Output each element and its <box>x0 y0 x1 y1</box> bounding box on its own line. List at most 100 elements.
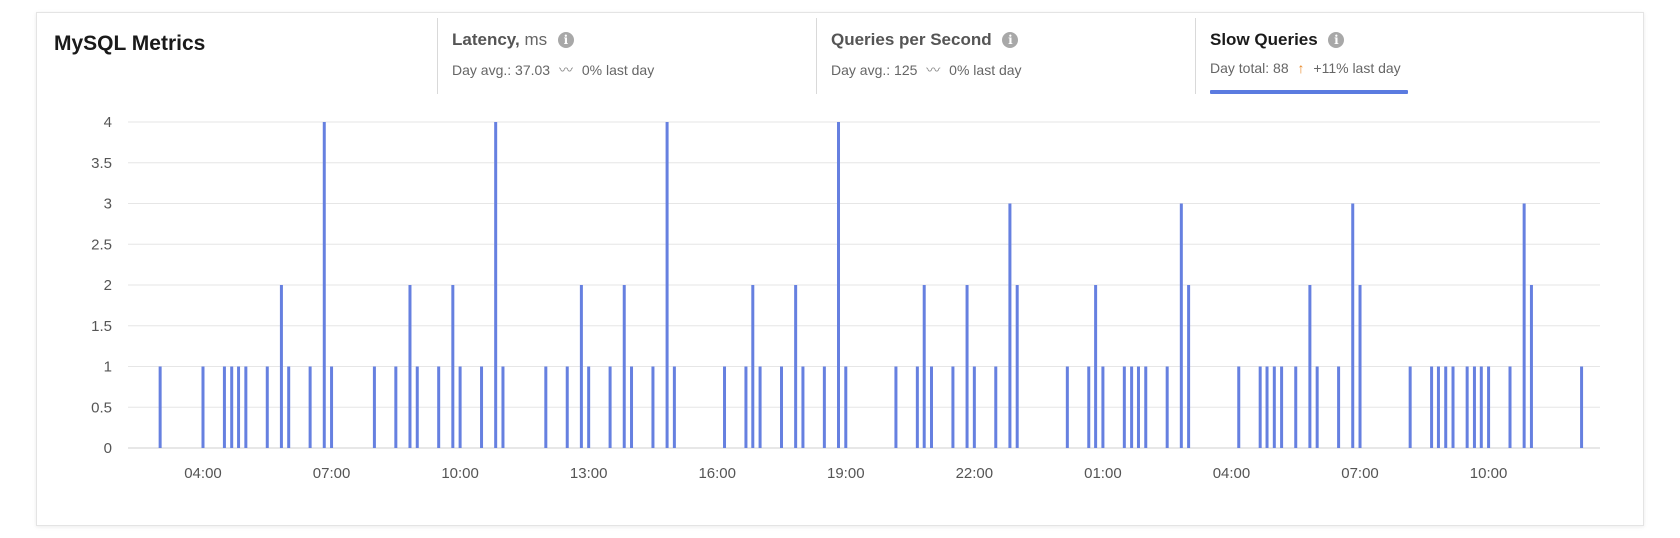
chart-bar <box>780 366 784 448</box>
chart-bar <box>801 366 805 448</box>
chart-bar <box>1237 366 1241 448</box>
chart-bar <box>1101 366 1105 448</box>
chart-bar <box>1258 366 1262 448</box>
chart-bar <box>1187 285 1191 448</box>
y-tick-label: 3.5 <box>91 155 112 172</box>
chart-bar <box>837 122 841 448</box>
metric-latency-unit: ms <box>524 30 548 49</box>
chart-bar <box>965 285 969 448</box>
chart-bar <box>587 366 591 448</box>
chart-bar <box>794 285 798 448</box>
x-tick-label: 04:00 <box>1213 465 1251 482</box>
chart-bar <box>1308 285 1312 448</box>
chart-bar <box>651 366 655 448</box>
chart-bar <box>565 366 569 448</box>
chart-bar <box>480 366 484 448</box>
arrow-up-icon: ↑ <box>1297 60 1305 76</box>
chart-bar <box>501 366 505 448</box>
chart-bar <box>1065 366 1069 448</box>
chart-bar <box>415 366 419 448</box>
y-tick-label: 2.5 <box>91 236 112 253</box>
chart-bar <box>1444 366 1448 448</box>
metric-slow-queries[interactable]: Slow Queries i Day total: 88 ↑ +11% last… <box>1195 18 1575 94</box>
x-tick-label: 19:00 <box>827 465 865 482</box>
y-tick-label: 1 <box>104 359 112 376</box>
chart-bar <box>244 366 248 448</box>
x-tick-label: 10:00 <box>441 465 479 482</box>
chart-bar <box>1430 366 1434 448</box>
chart-bar <box>929 366 933 448</box>
chart-bar <box>265 366 269 448</box>
metric-qps-change: 0% last day <box>949 62 1022 78</box>
metric-slow-queries-change: +11% last day <box>1313 60 1401 76</box>
chart-bar <box>723 366 727 448</box>
chart-bar <box>1522 203 1526 448</box>
y-tick-label: 4 <box>104 114 112 131</box>
x-tick-label: 22:00 <box>956 465 994 482</box>
chart-bar <box>1144 366 1148 448</box>
info-icon[interactable]: i <box>1002 32 1019 48</box>
chart-bar <box>158 366 162 448</box>
metric-qps[interactable]: Queries per Second i Day avg.: 125 〰 0% … <box>816 18 1196 94</box>
chart-bar <box>1529 285 1533 448</box>
chart-bar <box>408 285 412 448</box>
chart-bar <box>751 285 755 448</box>
chart-bar <box>672 366 676 448</box>
x-tick-label: 13:00 <box>570 465 608 482</box>
chart-bar <box>1451 366 1455 448</box>
chart-bar <box>822 366 826 448</box>
chart-bar <box>758 366 762 448</box>
chart-bar <box>1122 366 1126 448</box>
chart-bar <box>394 366 398 448</box>
chart-bar <box>1272 366 1276 448</box>
trend-flat-icon: 〰 <box>926 62 941 78</box>
chart-bar <box>237 366 241 448</box>
x-tick-label: 07:00 <box>313 465 351 482</box>
chart-bar <box>922 285 926 448</box>
x-tick-label: 10:00 <box>1470 465 1508 482</box>
y-tick-label: 0 <box>104 440 112 457</box>
chart-bar <box>287 366 291 448</box>
chart-bar <box>608 366 612 448</box>
chart-bar <box>994 366 998 448</box>
metric-latency-label: Latency, <box>452 30 520 49</box>
chart-bar <box>1351 203 1355 448</box>
chart-bar <box>744 366 748 448</box>
chart-bar <box>201 366 205 448</box>
chart-bar <box>1479 366 1483 448</box>
chart-bar <box>1508 366 1512 448</box>
y-tick-label: 3 <box>104 196 112 213</box>
x-tick-label: 01:00 <box>1084 465 1122 482</box>
chart-bar <box>222 366 226 448</box>
y-tick-label: 0.5 <box>91 399 112 416</box>
y-tick-label: 2 <box>104 277 112 294</box>
metric-latency-avg: Day avg.: 37.03 <box>452 62 551 78</box>
chart-bar <box>951 366 955 448</box>
chart-bar <box>630 366 634 448</box>
chart-bar <box>437 366 441 448</box>
metric-qps-label: Queries per Second <box>831 30 992 49</box>
chart-bar <box>665 122 669 448</box>
info-icon[interactable]: i <box>1328 32 1345 48</box>
chart-bar <box>230 366 234 448</box>
info-icon[interactable]: i <box>557 32 574 48</box>
chart-bar <box>494 122 498 448</box>
chart-bar <box>894 366 898 448</box>
metric-slow-queries-total: Day total: 88 <box>1210 60 1289 76</box>
chart-bar <box>622 285 626 448</box>
chart-bar <box>1136 366 1140 448</box>
chart-bar <box>544 366 548 448</box>
chart-bar <box>1436 366 1440 448</box>
chart-bar <box>1358 285 1362 448</box>
chart-bar <box>1265 366 1269 448</box>
metric-latency[interactable]: Latency, ms i Day avg.: 37.03 〰 0% last … <box>437 18 817 94</box>
chart-bar <box>279 285 283 448</box>
chart-bar <box>1487 366 1491 448</box>
x-tick-label: 07:00 <box>1341 465 1379 482</box>
x-tick-label: 04:00 <box>184 465 222 482</box>
chart-bar <box>844 366 848 448</box>
trend-flat-icon: 〰 <box>558 62 573 78</box>
chart-bar <box>972 366 976 448</box>
metric-latency-change: 0% last day <box>581 62 655 78</box>
